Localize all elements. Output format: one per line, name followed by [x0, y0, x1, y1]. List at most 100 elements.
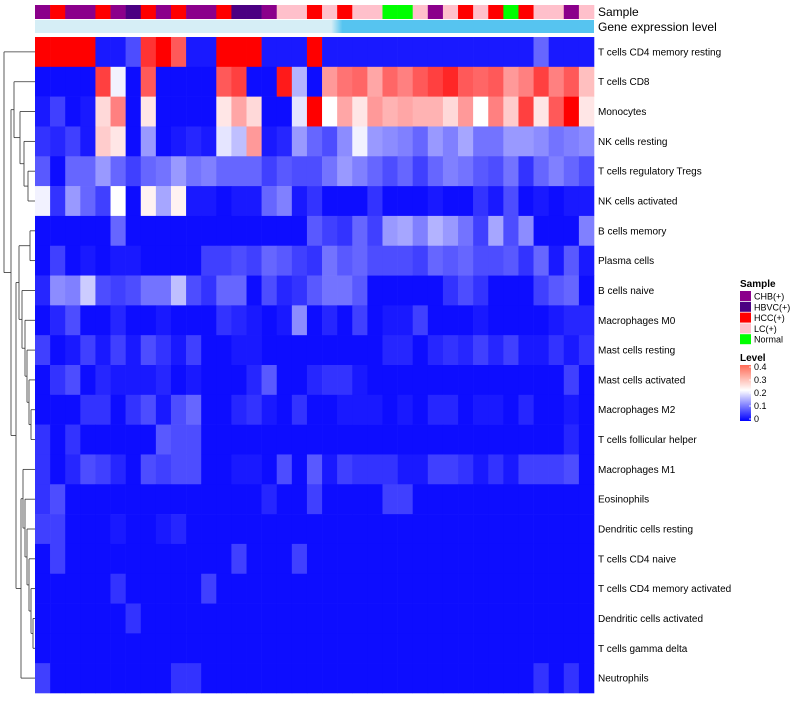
row-label: Plasma cells — [598, 256, 654, 267]
heatmap-cell — [95, 663, 111, 694]
heatmap-cell — [473, 484, 489, 515]
heatmap-cell — [488, 543, 504, 575]
heatmap-cell — [140, 573, 157, 604]
heatmap-cell — [306, 66, 323, 97]
heatmap-cell — [276, 514, 293, 545]
level-legend-colorbar — [740, 365, 751, 421]
heatmap-cell — [306, 275, 323, 306]
heatmap-cell — [216, 514, 232, 545]
heatmap-cell — [35, 37, 51, 68]
heatmap-cell — [412, 215, 429, 247]
heatmap-cell — [548, 305, 565, 336]
heatmap-cell — [186, 603, 202, 634]
heatmap-cell — [322, 424, 338, 455]
heatmap-cell — [95, 365, 111, 396]
heatmap-cell — [563, 603, 580, 634]
heatmap-cell — [458, 245, 474, 276]
sample-annotation-cell — [412, 5, 429, 19]
heatmap-cell — [563, 514, 580, 545]
sample-annotation-cell — [306, 5, 323, 19]
heatmap-cell — [65, 514, 81, 545]
heatmap-cell — [488, 394, 504, 425]
heatmap-cell — [291, 156, 308, 187]
sample-annotation-cell — [186, 5, 202, 19]
heatmap-cell — [367, 186, 383, 217]
heatmap-cell — [170, 394, 187, 425]
heatmap-cell — [246, 335, 262, 366]
heatmap-cell — [427, 543, 444, 575]
heatmap-cell — [578, 96, 595, 127]
heatmap-cell — [533, 365, 549, 396]
heatmap-cell — [95, 156, 111, 187]
heatmap-cell — [488, 365, 504, 396]
heatmap-cell — [397, 424, 414, 455]
level-legend-tick-label: 0.3 — [754, 375, 767, 385]
heatmap-cell — [261, 186, 278, 217]
heatmap-cell — [352, 484, 368, 515]
heatmap-cell — [95, 514, 111, 545]
sample-annotation-cell — [563, 5, 580, 19]
heatmap-cell — [50, 37, 66, 68]
heatmap-cell — [95, 245, 111, 276]
heatmap-cell — [276, 633, 293, 664]
heatmap-cell — [578, 484, 595, 515]
heatmap-cell — [261, 245, 278, 276]
heatmap-cell — [125, 215, 142, 247]
heatmap-cell — [140, 215, 157, 247]
heatmap-cell — [80, 305, 96, 336]
heatmap-cell — [367, 573, 383, 604]
heatmap-cell — [201, 215, 217, 247]
heatmap-cell — [291, 573, 308, 604]
heatmap-cell — [488, 514, 504, 545]
sample-annotation-cell — [291, 5, 308, 19]
heatmap-cell — [140, 424, 157, 455]
heatmap-cell — [367, 633, 383, 664]
heatmap-cell — [246, 245, 262, 276]
heatmap-cell — [155, 96, 172, 127]
heatmap-cell — [50, 126, 66, 157]
heatmap-cell — [201, 454, 217, 485]
heatmap-cell — [216, 365, 232, 396]
heatmap-cell — [216, 305, 232, 336]
heatmap-cell — [246, 663, 262, 694]
heatmap-cell — [155, 484, 172, 515]
heatmap-cell — [442, 603, 459, 634]
heatmap-cell — [503, 454, 519, 485]
heatmap-cell — [503, 275, 519, 306]
heatmap-cell — [518, 394, 534, 425]
heatmap-cell — [50, 484, 66, 515]
heatmap-cell — [186, 245, 202, 276]
heatmap-cell — [110, 275, 126, 306]
row-label: Dendritic cells resting — [598, 525, 693, 536]
heatmap-cell — [306, 37, 323, 68]
heatmap-cell — [186, 514, 202, 545]
heatmap-cell — [503, 663, 519, 694]
heatmap-cell — [80, 126, 96, 157]
heatmap-cell — [563, 543, 580, 575]
heatmap-cell — [186, 394, 202, 425]
heatmap-cell — [110, 394, 126, 425]
heatmap-cell — [473, 663, 489, 694]
heatmap-cell — [140, 633, 157, 664]
heatmap-cell — [65, 335, 81, 366]
heatmap-cell — [291, 245, 308, 276]
heatmap-cell — [563, 305, 580, 336]
heatmap-cell — [35, 394, 51, 425]
heatmap-cell — [261, 66, 278, 97]
heatmap-cell — [155, 424, 172, 455]
heatmap-cell — [578, 186, 595, 217]
heatmap-cell — [473, 633, 489, 664]
row-label: T cells follicular helper — [598, 435, 697, 446]
heatmap-cell — [216, 126, 232, 157]
heatmap-cell — [65, 424, 81, 455]
heatmap-cell — [186, 573, 202, 604]
heatmap-cell — [533, 484, 549, 515]
heatmap-cell — [442, 186, 459, 217]
heatmap-cell — [50, 215, 66, 247]
heatmap-cell — [503, 514, 519, 545]
heatmap-cell — [140, 454, 157, 485]
heatmap-cell — [548, 543, 565, 575]
heatmap-cell — [533, 275, 549, 306]
heatmap-cell — [261, 126, 278, 157]
heatmap-cell — [352, 543, 368, 575]
